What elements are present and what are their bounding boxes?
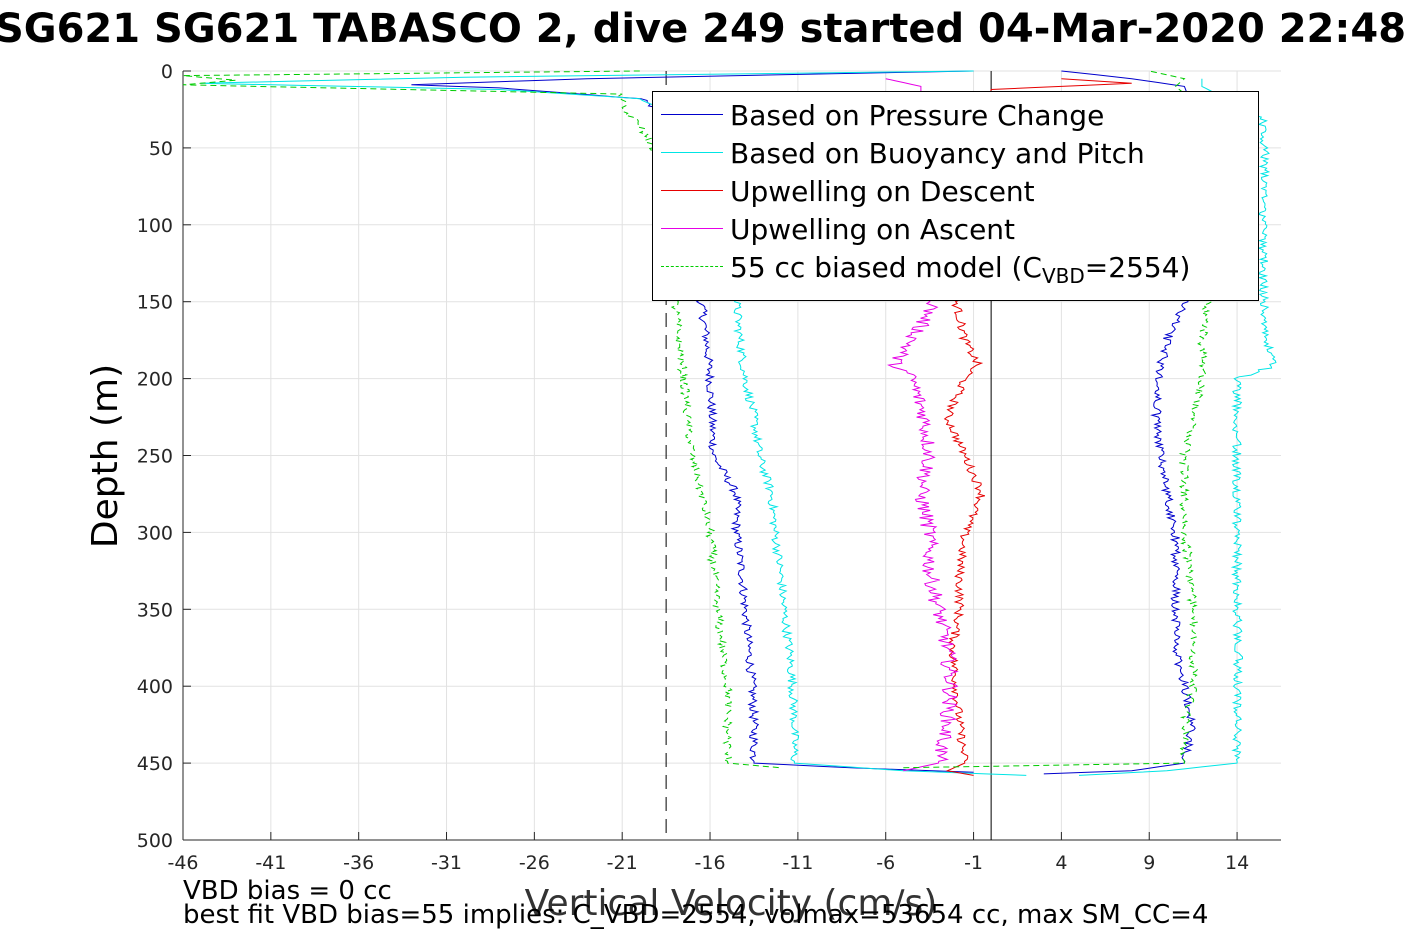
y-tick-label: 350 (137, 599, 173, 621)
legend-item-buoyancy-pitch: Based on Buoyancy and Pitch (653, 135, 1258, 173)
legend-label: Based on Buoyancy and Pitch (730, 137, 1145, 170)
legend-label: Upwelling on Ascent (730, 213, 1016, 246)
x-tick-label: -26 (519, 852, 550, 874)
chart-title: SG621 SG621 TABASCO 2, dive 249 started … (0, 6, 1407, 52)
y-tick-label: 300 (137, 522, 173, 544)
legend-item-upwelling-descent: Upwelling on Descent (653, 173, 1258, 211)
x-tick-label: -41 (255, 852, 286, 874)
x-tick-label: 14 (1225, 852, 1249, 874)
tick-labels: -46 -41 -36 -31 -26 -21 -16 -11 -6 -1 4 9 14 0 50 100 15… (137, 61, 1249, 874)
legend-swatch (661, 266, 723, 267)
y-tick-label: 250 (137, 446, 173, 468)
x-tick-label: 9 (1143, 852, 1155, 874)
legend-label: Upwelling on Descent (730, 175, 1035, 208)
best-fit-note: best fit VBD bias=55 implies: C_VBD=2554… (183, 900, 1209, 930)
y-tick-label: 400 (137, 676, 173, 698)
y-tick-label: 450 (137, 753, 173, 775)
y-tick-label: 500 (137, 830, 173, 852)
vbd-bias-note: VBD bias = 0 cc (183, 876, 392, 906)
y-tick-label: 0 (161, 61, 173, 83)
y-axis-label: Depth (m) (85, 364, 126, 548)
legend-swatch (661, 152, 723, 153)
legend-item-biased-model: 55 cc biased model (CVBD=2554) (653, 249, 1258, 288)
legend-swatch (661, 228, 723, 229)
y-tick-label: 150 (137, 292, 173, 314)
x-tick-label: -46 (167, 852, 198, 874)
legend-label: Based on Pressure Change (730, 99, 1105, 132)
legend-swatch (661, 190, 723, 191)
buoyancy-pitch-ascent-line (1078, 78, 1277, 776)
x-tick-label: 4 (1055, 852, 1067, 874)
legend-swatch (661, 114, 723, 115)
y-tick-label: 50 (149, 138, 173, 160)
y-tick-label: 200 (137, 369, 173, 391)
legend-item-pressure-change: Based on Pressure Change (653, 97, 1258, 135)
x-axis-label: Vertical Velocity (cm/s) (525, 883, 938, 924)
x-tick-label: -16 (695, 852, 726, 874)
x-tick-label: -11 (782, 852, 813, 874)
x-tick-label: -31 (431, 852, 462, 874)
x-tick-label: -21 (607, 852, 638, 874)
x-tick-label: -36 (343, 852, 374, 874)
y-tick-label: 100 (137, 215, 173, 237)
legend-label: 55 cc biased model (CVBD=2554) (730, 251, 1191, 288)
legend: Based on Pressure Change Based on Buoyan… (652, 91, 1259, 301)
x-tick-label: -6 (876, 852, 895, 874)
x-tick-label: -1 (964, 852, 983, 874)
title-container: SG621 SG621 TABASCO 2, dive 249 started … (0, 0, 1417, 60)
legend-item-upwelling-ascent: Upwelling on Ascent (653, 211, 1258, 249)
